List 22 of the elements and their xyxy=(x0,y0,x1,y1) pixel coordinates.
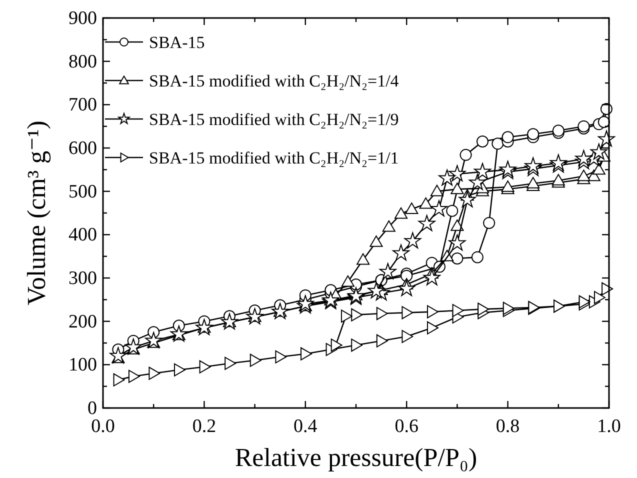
legend-label: SBA-15 modified with C₂H₂/N₂=1/1 xyxy=(149,148,399,168)
y-tick-label: 700 xyxy=(68,94,97,116)
x-axis-title: Relative pressure(P/P₀) xyxy=(234,443,478,472)
y-axis-title: Volume (cm³ g⁻¹) xyxy=(22,120,51,306)
y-tick-label: 0 xyxy=(88,398,97,419)
x-tick-label: 0.0 xyxy=(91,416,115,437)
legend-label: SBA-15 modified with C₂H₂/N₂=1/4 xyxy=(149,72,400,90)
x-tick-label: 0.2 xyxy=(192,416,216,437)
y-tick-label: 900 xyxy=(68,8,97,29)
x-tick-label: 0.4 xyxy=(294,416,318,437)
y-tick-label: 500 xyxy=(68,181,97,202)
y-tick-label: 200 xyxy=(68,311,97,332)
y-tick-label: 800 xyxy=(68,51,97,72)
legend-label: SBA-15 xyxy=(149,33,205,52)
x-tick-label: 1.0 xyxy=(597,416,621,437)
x-tick-label: 0.6 xyxy=(394,416,418,437)
legend-label: SBA-15 modified with C₂H₂/N₂=1/9 xyxy=(149,110,399,129)
y-tick-label: 100 xyxy=(68,354,97,376)
y-tick-label: 400 xyxy=(68,224,97,246)
y-tick-label: 300 xyxy=(68,268,97,289)
y-tick-label: 600 xyxy=(68,138,97,159)
x-tick-label: 0.8 xyxy=(496,416,520,437)
